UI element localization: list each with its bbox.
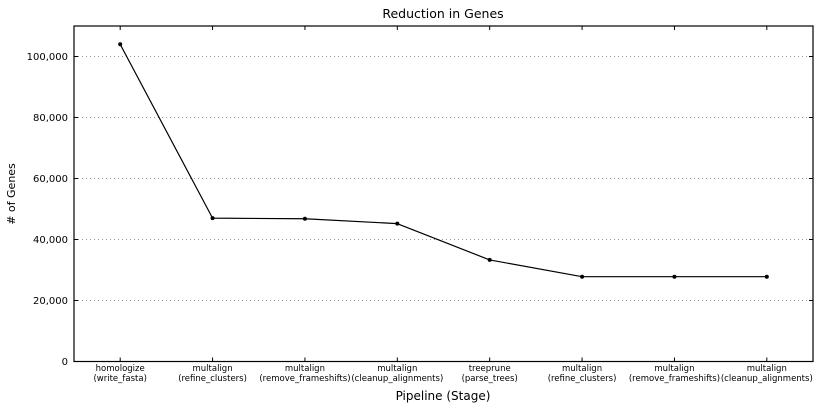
y-axis-label: # of Genes bbox=[5, 163, 18, 225]
data-series-layer bbox=[118, 42, 769, 279]
x-tick-label-substage: (parse_trees) bbox=[462, 374, 518, 384]
y-tick-label: 80,000 bbox=[33, 113, 68, 124]
data-line bbox=[119, 44, 767, 278]
x-tick-label-stage: multalign bbox=[377, 364, 417, 374]
data-point bbox=[302, 216, 307, 221]
y-tick-label: 100,000 bbox=[27, 52, 68, 63]
data-point bbox=[118, 42, 123, 47]
x-tick-label-substage: (write_fasta) bbox=[93, 374, 146, 384]
y-tick-label: 20,000 bbox=[33, 296, 68, 307]
x-tick-label-substage: (remove_frameshifts) bbox=[259, 374, 350, 384]
y-tick-label: 60,000 bbox=[33, 174, 68, 185]
x-tick-label-substage: (cleanup_alignments) bbox=[351, 374, 443, 384]
data-point bbox=[487, 257, 492, 262]
plot-border bbox=[73, 25, 814, 363]
x-tick-label-stage: multalign bbox=[562, 364, 602, 374]
tick-label-layer: 0 20,000 40,000 60,000 80,000 100,000 homologi… bbox=[27, 52, 813, 384]
x-tick-label-stage: treeprune bbox=[469, 364, 511, 374]
x-tick-label-substage: (refine_clusters) bbox=[548, 374, 617, 384]
data-point bbox=[672, 274, 677, 279]
x-axis-label: Pipeline (Stage) bbox=[396, 389, 491, 403]
data-point bbox=[395, 221, 400, 226]
data-point bbox=[764, 274, 769, 279]
data-point bbox=[580, 274, 585, 279]
x-tick-label-stage: homologize bbox=[96, 364, 145, 374]
tick-layer bbox=[74, 26, 813, 362]
x-tick-label-stage: multalign bbox=[193, 364, 233, 374]
x-tick-label-substage: (refine_clusters) bbox=[178, 374, 247, 384]
y-tick-label: 0 bbox=[62, 357, 68, 368]
data-point bbox=[210, 216, 215, 221]
x-tick-label-substage: (cleanup_alignments) bbox=[721, 374, 813, 384]
x-tick-label-stage: multalign bbox=[747, 364, 787, 374]
gridline-layer bbox=[74, 56, 813, 301]
plot-border-layer bbox=[73, 25, 814, 363]
x-tick-label-substage: (remove_frameshifts) bbox=[629, 374, 720, 384]
x-tick-label-stage: multalign bbox=[285, 364, 325, 374]
y-tick-label: 40,000 bbox=[33, 235, 68, 246]
x-tick-label-stage: multalign bbox=[654, 364, 694, 374]
chart-title: Reduction in Genes bbox=[382, 6, 503, 21]
